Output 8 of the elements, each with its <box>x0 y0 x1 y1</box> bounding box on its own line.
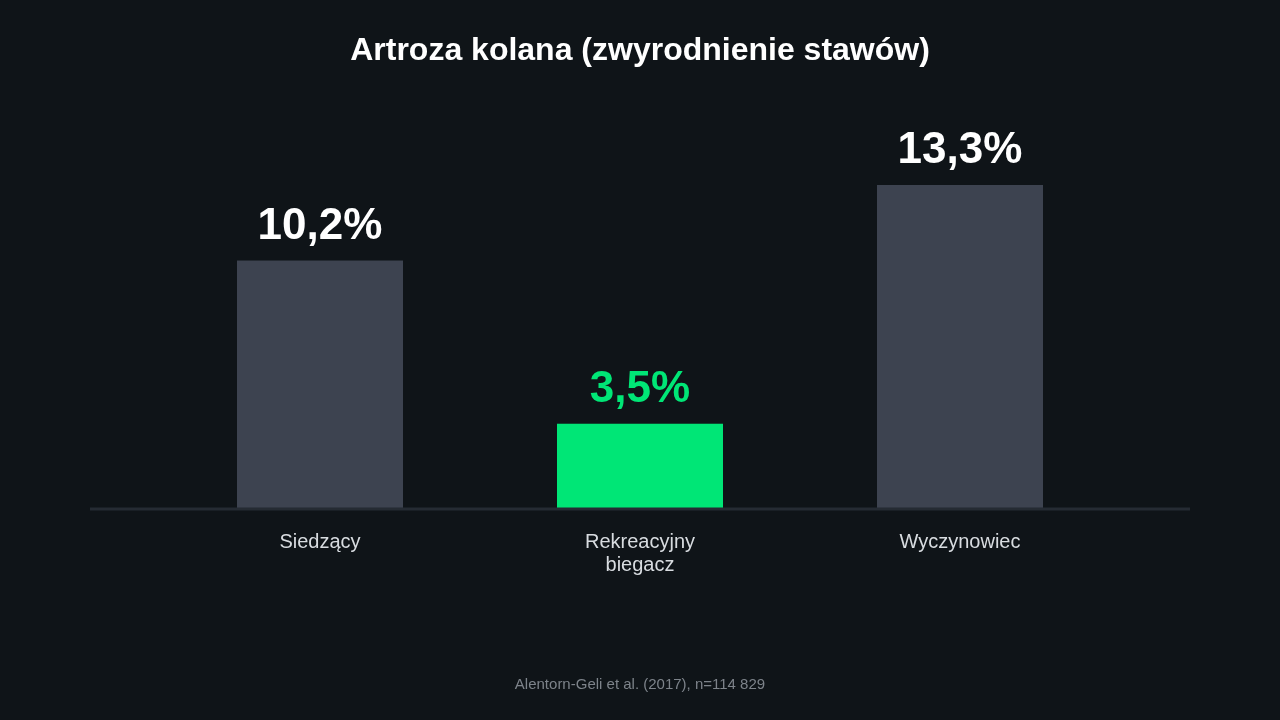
x-tick-label: Siedzący <box>279 530 361 552</box>
data-label: 10,2% <box>257 198 383 248</box>
chart-title: Artroza kolana (zwyrodnienie stawów) <box>350 31 930 67</box>
data-label: 13,3% <box>897 123 1023 172</box>
data-label: 3,5% <box>589 361 691 411</box>
x-tick-label: Wyczynowiec <box>899 530 1021 552</box>
text: Alentorn-Geli et al. (2017), n=114 829 <box>514 675 766 692</box>
x-tick-label: Rekreacyjny biegacz <box>584 530 696 575</box>
